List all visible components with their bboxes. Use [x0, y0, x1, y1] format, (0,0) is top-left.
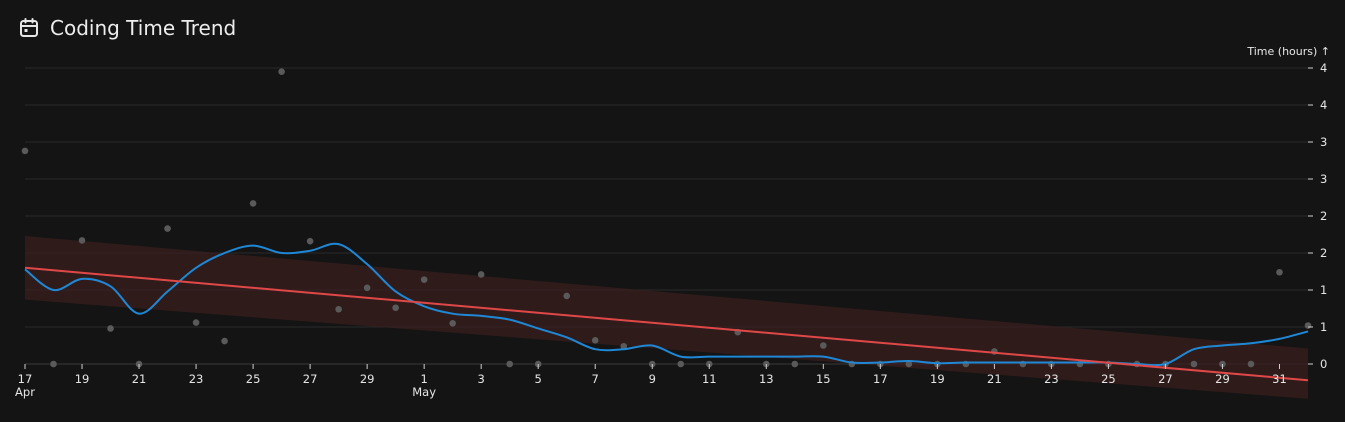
x-tick-label: 11	[702, 372, 717, 386]
x-tick-label: 27	[303, 372, 318, 386]
y-tick-label: 2	[1320, 246, 1327, 260]
data-point	[506, 360, 513, 368]
data-point	[1304, 322, 1312, 329]
y-tick-label: 4	[1320, 61, 1327, 75]
x-tick-label: 19	[930, 372, 945, 386]
data-point	[50, 360, 57, 368]
x-tick-label-line: 1	[420, 372, 427, 386]
data-point	[449, 320, 456, 327]
x-tick-label-line: 23	[189, 372, 204, 386]
data-point	[477, 271, 485, 278]
x-tick-label-line: 25	[246, 372, 261, 386]
data-point	[591, 337, 599, 344]
data-point	[791, 360, 799, 368]
x-tick-label-line: 7	[592, 372, 599, 386]
y-tick-label: 4	[1320, 98, 1327, 112]
x-tick-label-line: 25	[1101, 372, 1116, 386]
x-tick-label-line: Apr	[15, 385, 35, 399]
data-point	[392, 304, 399, 312]
data-point	[905, 360, 913, 368]
x-tick-label-line: 29	[360, 372, 375, 386]
x-tick-label: 17	[873, 372, 888, 386]
x-tick-label-line: 9	[649, 372, 656, 386]
x-tick-label-line: 19	[75, 372, 90, 386]
x-tick-label: 25	[246, 372, 261, 386]
x-tick-label-line: May	[412, 385, 436, 399]
x-tick-label: 27	[1158, 372, 1173, 386]
data-point	[820, 342, 827, 349]
y-tick-label: 0	[1320, 357, 1327, 371]
x-tick-label: 13	[759, 372, 774, 386]
x-tick-label-line: 19	[930, 372, 945, 386]
x-tick-label-line: 29	[1215, 372, 1230, 386]
data-point	[78, 237, 86, 244]
data-point	[363, 284, 371, 292]
data-point	[164, 225, 171, 232]
x-tick-label: 17 Apr	[15, 372, 35, 399]
data-point	[335, 305, 342, 313]
y-axis-title: Time (hours) ↑	[1246, 45, 1330, 58]
x-tick-label-line: 5	[535, 372, 542, 386]
x-tick-label-line: 21	[987, 372, 1002, 386]
linear-trend-line	[24, 266, 1309, 382]
chart-header: Coding Time Trend	[18, 14, 236, 42]
x-tick-label: 25	[1101, 372, 1116, 386]
data-point	[620, 342, 628, 350]
x-tick-label: 1 May	[412, 372, 436, 399]
data-point	[420, 276, 428, 283]
x-tick-label-line: 21	[132, 372, 147, 386]
x-tick-label: 7	[592, 372, 599, 386]
x-tick-label: 23	[1044, 372, 1059, 386]
x-tick-label: 9	[649, 372, 656, 386]
data-point	[221, 337, 228, 345]
x-tick-label-line: 27	[303, 372, 318, 386]
y-tick-label: 1	[1320, 283, 1327, 297]
x-tick-label-line: 15	[816, 372, 831, 386]
data-point	[306, 237, 314, 245]
data-point	[107, 325, 114, 332]
data-point	[249, 200, 257, 207]
data-point	[677, 360, 685, 368]
x-tick-label: 21	[132, 372, 147, 386]
x-tick-label-line: 27	[1158, 372, 1173, 386]
y-tick-label: 2	[1320, 209, 1327, 223]
x-tick-label: 5	[535, 372, 542, 386]
x-tick-label: 23	[189, 372, 204, 386]
x-tick-label-line: 17	[873, 372, 888, 386]
data-point	[1247, 360, 1255, 368]
data-point	[563, 292, 571, 300]
data-point	[1190, 360, 1198, 368]
x-tick-label: 21	[987, 372, 1002, 386]
x-tick-label-line: 31	[1272, 372, 1287, 386]
y-tick-label: 3	[1320, 135, 1327, 149]
x-tick-label-line: 17	[18, 372, 33, 386]
x-tick-label-line: 23	[1044, 372, 1059, 386]
x-tick-label-line: 11	[702, 372, 717, 386]
x-tick-label: 29	[360, 372, 375, 386]
data-point	[192, 319, 200, 326]
data-point	[21, 147, 29, 155]
calendar-icon	[18, 17, 40, 39]
x-tick-label: 3	[478, 372, 485, 386]
y-tick-label: 1	[1320, 320, 1327, 334]
x-tick-label-line: 3	[478, 372, 485, 386]
x-tick-label: 15	[816, 372, 831, 386]
data-point	[278, 68, 285, 75]
trend-confidence-band	[25, 235, 1308, 399]
x-tick-label-line: 13	[759, 372, 774, 386]
x-tick-label: 19	[75, 372, 90, 386]
x-tick-label: 31	[1272, 372, 1287, 386]
data-point	[1276, 268, 1283, 276]
y-axis: 0 1 1 2 2 3 3 4 4	[1308, 61, 1327, 371]
x-tick-label: 29	[1215, 372, 1230, 386]
chart-title: Coding Time Trend	[50, 16, 237, 40]
y-tick-label: 3	[1320, 172, 1327, 186]
